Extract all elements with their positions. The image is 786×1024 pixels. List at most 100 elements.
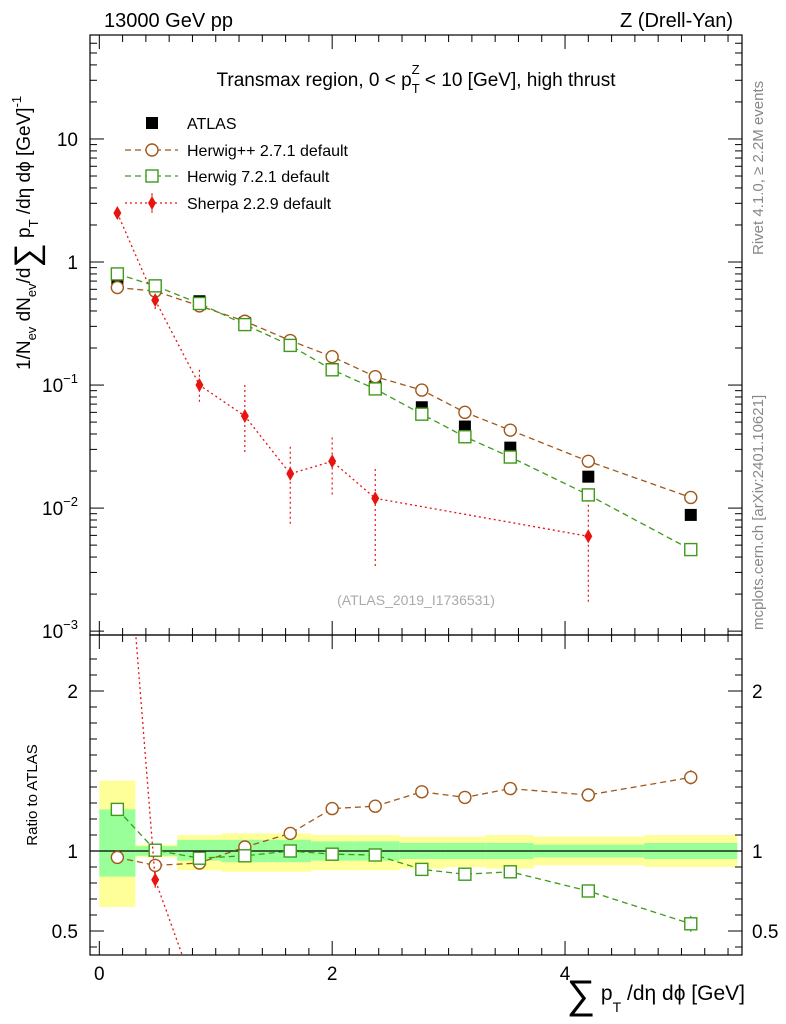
main-title: Transmax region, 0 < pTZ < 10 [GeV], hig…: [216, 62, 616, 96]
point-3-7: [584, 529, 593, 544]
ratio-point-0-6: [368, 799, 382, 813]
y-tick-label: 10−2: [42, 494, 78, 520]
point-1-0: [110, 280, 125, 295]
y-tick-label: 1: [67, 253, 78, 274]
ratio-point-1-11: [684, 917, 698, 931]
ratio-y-label: 2: [67, 682, 78, 703]
ratio-point-2-1: [151, 872, 160, 887]
point-1-10: [581, 454, 596, 469]
ratio-point-1-2: [192, 851, 207, 865]
point-3-0: [113, 206, 122, 221]
point-2-8: [458, 430, 472, 444]
x-tick-label: 0: [94, 964, 105, 985]
point-2-7: [415, 407, 429, 421]
band-inner: [177, 839, 222, 861]
point-1-11: [684, 490, 698, 505]
ratio-line-2: [135, 635, 183, 955]
ratio-point-0-1: [148, 858, 162, 873]
legend-marker-2: [145, 169, 159, 183]
point-2-2: [192, 296, 207, 311]
ratio-y-label: 0.5: [52, 922, 78, 943]
y-tick-base: 10: [57, 130, 78, 151]
point-2-4: [283, 338, 297, 353]
ratio-point-1-5: [325, 847, 339, 861]
legend-label-2: Herwig 7.2.1 default: [187, 169, 330, 186]
ratio-line-1: [116, 808, 691, 925]
y-tick-label: 10−1: [42, 371, 78, 397]
y-tick-base: 10: [42, 499, 63, 520]
point-2-1: [148, 279, 162, 293]
ratio-point-0-10: [581, 788, 596, 802]
ratio-point-0-5: [325, 801, 339, 816]
ratio-point-1-0: [110, 802, 125, 817]
point-2-5: [325, 363, 339, 377]
y-tick-label: 10: [57, 130, 78, 151]
legend: ATLAS Herwig++ 2.7.1 default Herwig 7.2.1 …: [125, 116, 349, 213]
y-tick-base: 10: [42, 376, 63, 397]
point-3-4: [286, 466, 295, 481]
series-line-2: [117, 273, 692, 551]
point-3-3: [240, 409, 249, 424]
ratio-point-1-3: [238, 849, 252, 863]
point-3-5: [328, 454, 337, 469]
y-tick-base: 10: [42, 622, 63, 643]
ratio-point-1-7: [415, 862, 429, 877]
ratio-point-0-4: [283, 826, 297, 841]
ratio-y-label-right: 2: [752, 682, 763, 703]
ratio-point-1-1: [148, 843, 162, 857]
ratio-frame: [89, 634, 743, 956]
ratio-point-1-6: [368, 848, 382, 862]
ratio-point-0-11: [684, 770, 698, 785]
header-right: Z (Drell-Yan): [620, 10, 733, 32]
point-2-0: [110, 267, 125, 281]
ratio-y-label-right: 0.5: [752, 922, 778, 943]
ratio-point-2-2: [195, 996, 203, 1010]
ratio-panel: 0.5 0.5 1 1 2 2 0 2 4 Ratio to ATLAS ∑ pT /dη dϕ…: [24, 396, 778, 1017]
y-tick-exp: −2: [63, 494, 78, 509]
ratio-point-1-4: [283, 844, 297, 858]
point-3-1: [151, 293, 160, 308]
legend-marker-0: [146, 117, 158, 129]
mcplots-label: mcplots.cern.ch [arXiv:2401.10621]: [750, 395, 767, 630]
ratio-y-label: 1: [67, 842, 78, 863]
series-line-3: [116, 212, 589, 537]
legend-label-3: Sherpa 2.2.9 default: [187, 196, 332, 213]
y-tick-exp: −3: [63, 617, 78, 632]
ratio-point-0-8: [458, 790, 472, 805]
legend-label-0: ATLAS: [187, 116, 237, 133]
y-tick-base: 1: [67, 253, 78, 274]
main-ylabel: 1/Nev dNev/d∑ pT /dη dϕ [GeV]-1: [8, 96, 46, 370]
series-line-1: [117, 286, 691, 499]
ratio-point-1-9: [503, 865, 518, 879]
ratio-point-0-7: [415, 785, 429, 799]
point-2-6: [368, 382, 382, 396]
point-2-11: [684, 542, 698, 557]
point-0-11: [684, 508, 697, 521]
ratio-point-0-0: [110, 850, 125, 865]
x-tick-label: 2: [327, 964, 338, 985]
legend-label-1: Herwig++ 2.7.1 default: [187, 143, 349, 160]
point-0-8: [458, 420, 471, 433]
band-inner: [99, 809, 136, 877]
ratio-ylabel: Ratio to ATLAS: [24, 744, 41, 845]
ratio-point-0-9: [503, 781, 518, 796]
y-tick-label: 10−3: [42, 617, 78, 643]
ratio-point-1-8: [458, 867, 472, 881]
header-left: 13000 GeV pp: [104, 10, 233, 32]
point-2-3: [238, 317, 252, 332]
point-1-7: [415, 383, 429, 397]
point-0-10: [582, 470, 595, 483]
ratio-y-label-right: 1: [752, 842, 763, 863]
point-1-6: [368, 369, 382, 384]
analysis-watermark: (ATLAS_2019_I1736531): [337, 592, 495, 608]
legend-marker-1: [145, 143, 159, 157]
point-1-8: [458, 405, 472, 420]
point-1-5: [325, 349, 339, 364]
point-3-6: [371, 491, 380, 506]
ratio-point-2-0: [113, 396, 121, 410]
point-3-2: [195, 378, 204, 393]
x-tick-label: 4: [560, 964, 571, 985]
point-2-9: [503, 450, 518, 464]
